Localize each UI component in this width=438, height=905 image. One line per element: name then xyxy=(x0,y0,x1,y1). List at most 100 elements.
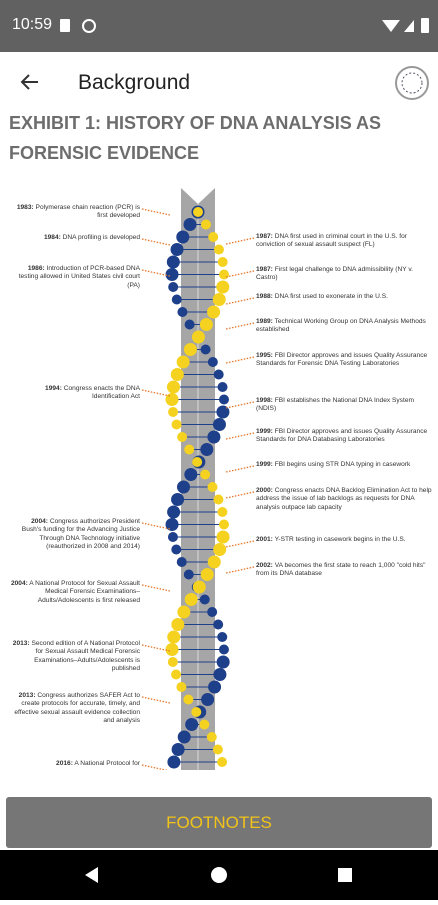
helix-dot xyxy=(201,693,215,706)
entry-text: FBI Director approves and issues Quality… xyxy=(256,352,428,368)
entry-year: 1984: xyxy=(43,234,61,241)
helix-dot xyxy=(171,618,185,631)
helix-dot xyxy=(167,657,178,667)
entry-text: VA becomes the first state to reach 1,00… xyxy=(256,562,426,578)
entry-text: Polymerase chain reaction (PCR) is first… xyxy=(33,204,140,220)
entry-year: 2000: xyxy=(256,487,273,494)
helix-dot xyxy=(218,644,229,655)
helix-dot xyxy=(166,380,180,394)
helix-dot xyxy=(200,469,211,480)
nav-icons xyxy=(85,867,352,883)
entry-text: A National Protocol for xyxy=(72,760,140,767)
footnotes-button[interactable]: FOOTNOTES xyxy=(6,797,432,848)
helix-dot xyxy=(207,430,221,444)
helix-dot xyxy=(176,480,190,494)
helix-dot xyxy=(183,569,194,580)
helix-dot xyxy=(184,444,195,455)
helix-dot xyxy=(207,357,218,367)
helix-dot xyxy=(199,318,213,331)
helix-dot xyxy=(170,368,184,381)
clock: 10:59 xyxy=(12,16,53,33)
connector xyxy=(225,566,255,574)
timeline-entry: 2004: Congress authorizes President Bush… xyxy=(10,518,140,551)
helix-dot xyxy=(217,757,228,767)
entry-year: 1989: xyxy=(256,318,273,325)
entry-year: 2013: xyxy=(12,640,30,647)
helix-dot xyxy=(216,280,230,294)
timeline-entry: 1987: DNA first used in criminal court i… xyxy=(256,233,432,250)
helix-dot xyxy=(212,418,226,431)
helix-dot xyxy=(200,344,211,355)
entry-text: A National Protocol for Sexual Assault M… xyxy=(27,580,140,604)
helix-dot xyxy=(212,293,226,306)
entry-year: 1995: xyxy=(256,352,273,359)
nav-home[interactable] xyxy=(211,867,227,883)
timeline-entry: 1998: FBI establishes the National DNA I… xyxy=(256,397,432,414)
helix-dot xyxy=(213,369,224,380)
helix-dot xyxy=(218,269,229,280)
back-button[interactable] xyxy=(20,74,38,90)
entry-text: Technical Working Group on DNA Analysis … xyxy=(256,318,426,334)
helix-dot xyxy=(177,730,191,744)
helix-dot xyxy=(183,343,197,356)
timeline-entry: 1984: DNA profiling is developed xyxy=(10,234,140,242)
timeline-infographic: 1983: Polymerase chain reaction (PCR) is… xyxy=(0,180,438,770)
timeline-entry: 2000: Congress enacts DNA Backlog Elimin… xyxy=(256,487,432,512)
helix-dot xyxy=(217,507,228,517)
helix-dot xyxy=(165,268,179,281)
helix-dot xyxy=(167,532,178,542)
helix-dot xyxy=(213,244,224,255)
helix-dot xyxy=(213,494,224,505)
helix-dot xyxy=(206,732,217,742)
entry-year: 2004: xyxy=(10,580,28,587)
helix-dot xyxy=(192,580,206,594)
helix-dot xyxy=(191,707,202,717)
helix-dot xyxy=(171,493,185,506)
entry-year: 2002: xyxy=(256,562,273,569)
helix-dot xyxy=(177,307,188,317)
timeline-entry: 2004: A National Protocol for Sexual Ass… xyxy=(10,580,140,605)
entry-year: 1994: xyxy=(45,385,62,392)
helix-dot xyxy=(165,393,179,406)
entry-text: FBI begins using STR DNA typing in casew… xyxy=(272,461,411,468)
entry-year: 2013: xyxy=(18,692,36,699)
connector xyxy=(225,540,255,548)
helix-dot xyxy=(213,543,227,556)
helix-dot xyxy=(177,432,188,442)
helix-dot xyxy=(217,382,228,392)
helix-dot xyxy=(216,405,230,419)
helix-dot xyxy=(212,744,223,755)
helix-dot xyxy=(183,218,197,231)
timeline-entry: 2013: Second edition of A National Proto… xyxy=(10,640,140,673)
helix-dot xyxy=(193,207,203,217)
helix-dot xyxy=(213,668,227,681)
helix-dot xyxy=(171,544,182,555)
entry-year: 1988: xyxy=(256,293,273,300)
entry-year: 1987: xyxy=(256,266,273,273)
entry-text: Y-STR testing in casework begins in the … xyxy=(272,536,406,543)
entry-year: 1983: xyxy=(16,204,34,211)
helix-dot xyxy=(168,407,179,417)
connector xyxy=(141,208,171,216)
helix-dot xyxy=(171,294,182,305)
helix-dot xyxy=(216,530,230,544)
helix xyxy=(141,188,255,770)
helix-dot xyxy=(199,719,210,730)
connector xyxy=(225,322,255,330)
entry-text: Second edition of A National Protocol fo… xyxy=(29,640,140,672)
connector xyxy=(141,764,169,770)
helix-dot xyxy=(165,518,179,531)
nav-recents[interactable] xyxy=(338,868,352,882)
nav-back[interactable] xyxy=(85,867,98,883)
helix-dot xyxy=(207,482,218,492)
connector xyxy=(141,238,171,246)
entry-text: Congress enacts the DNA Identification A… xyxy=(61,385,140,401)
app-bar: Background xyxy=(0,52,438,110)
helix-dot xyxy=(168,282,179,292)
helix-dot xyxy=(167,505,181,519)
connector xyxy=(225,465,255,473)
timeline-entry: 2001: Y-STR testing in casework begins i… xyxy=(256,536,432,544)
helix-dot xyxy=(208,680,222,694)
app-bar-icons xyxy=(20,66,429,100)
entry-text: FBI Director approves and issues Quality… xyxy=(256,428,428,444)
